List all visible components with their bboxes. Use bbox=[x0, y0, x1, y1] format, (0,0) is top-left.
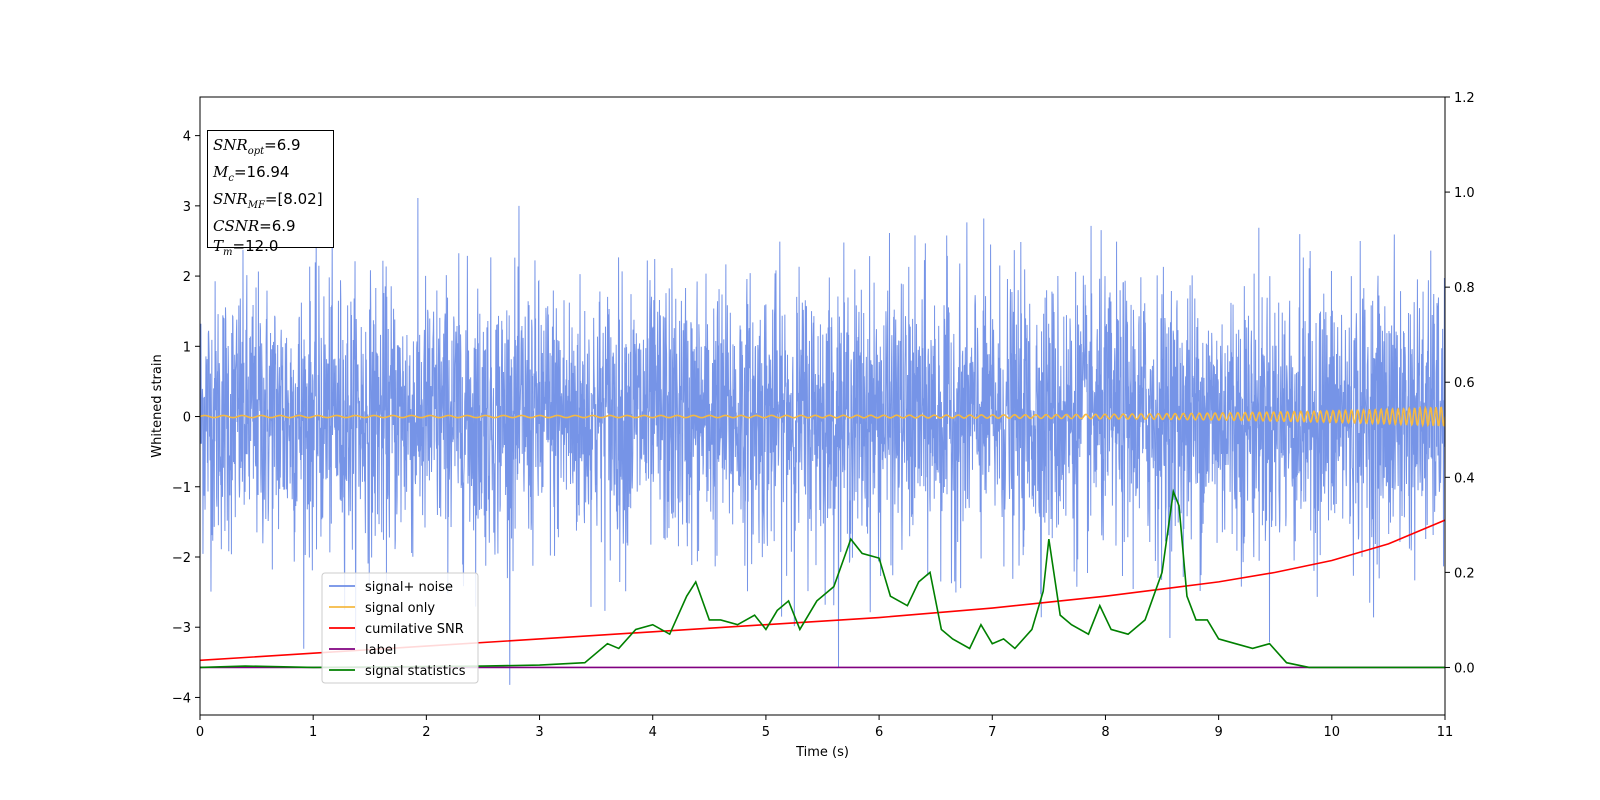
series-line-signal-noise bbox=[200, 198, 1445, 685]
y-tick-label: −3 bbox=[172, 621, 191, 636]
y-tick-label: 3 bbox=[183, 200, 191, 215]
annotation-box: SNRopt=6.9 Mc=16.94 SNRMF=[8.02] CSNR=6.… bbox=[207, 130, 334, 258]
x-tick-label: 8 bbox=[1101, 725, 1109, 740]
series-line-signal-only bbox=[200, 405, 1445, 428]
legend-label: cumilative SNR bbox=[365, 622, 464, 637]
x-tick-label: 1 bbox=[309, 725, 317, 740]
y2-tick-label: 1.0 bbox=[1454, 186, 1475, 201]
plot-frame bbox=[199, 96, 1446, 716]
x-tick-label: 7 bbox=[988, 725, 996, 740]
x-tick-label: 11 bbox=[1437, 725, 1454, 740]
x-tick-label: 3 bbox=[535, 725, 543, 740]
x-tick-label: 6 bbox=[875, 725, 883, 740]
y2-tick-label: 0.2 bbox=[1454, 566, 1475, 581]
snr-mf-annotation: SNRMF=[8.02] bbox=[213, 190, 323, 211]
legend-label: label bbox=[365, 643, 396, 658]
legend-box bbox=[321, 572, 479, 684]
x-axis-label: Time (s) bbox=[795, 745, 849, 760]
legend-label: signal+ noise bbox=[365, 580, 453, 595]
y2-tick-label: 0.0 bbox=[1454, 661, 1475, 676]
y-tick-label: 4 bbox=[183, 130, 191, 145]
y-tick-label: 0 bbox=[183, 411, 191, 426]
x-tick-label: 10 bbox=[1324, 725, 1341, 740]
x-tick-label: 4 bbox=[649, 725, 657, 740]
mc-annotation: Mc=16.94 bbox=[213, 163, 290, 184]
y2-tick-label: 0.6 bbox=[1454, 376, 1475, 391]
legend-label: signal only bbox=[365, 601, 435, 616]
x-tick-label: 0 bbox=[196, 725, 204, 740]
snr-opt-annotation: SNRopt=6.9 bbox=[213, 136, 301, 157]
y2-tick-label: 1.2 bbox=[1454, 91, 1475, 106]
legend-label: signal statistics bbox=[365, 664, 466, 679]
x-tick-label: 2 bbox=[422, 725, 430, 740]
y-tick-label: 2 bbox=[183, 270, 191, 285]
y-axis-label: Whitened strain bbox=[150, 354, 165, 457]
y-tick-label: −4 bbox=[172, 691, 191, 706]
y-tick-label: −2 bbox=[172, 551, 191, 566]
series-line-signal-statistics bbox=[200, 488, 1445, 669]
y-tick-label: −1 bbox=[172, 481, 191, 496]
y2-tick-label: 0.8 bbox=[1454, 281, 1475, 296]
y-tick-label: 1 bbox=[183, 340, 191, 355]
x-tick-label: 9 bbox=[1214, 725, 1222, 740]
tm-annotation: Tm=12.0 bbox=[213, 237, 279, 258]
y2-tick-label: 0.4 bbox=[1454, 471, 1475, 486]
x-tick-label: 5 bbox=[762, 725, 770, 740]
csnr-annotation: CSNR=6.9 bbox=[213, 217, 296, 235]
